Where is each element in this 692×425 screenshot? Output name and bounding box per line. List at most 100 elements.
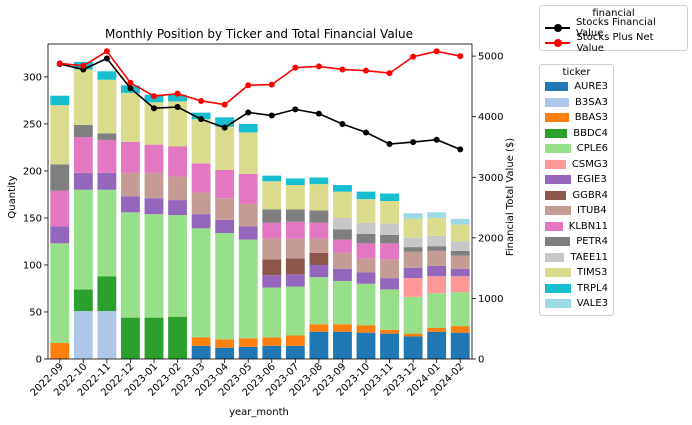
- bar-klbn11-2023-03: [191, 163, 211, 193]
- point-financial-2023-05: [245, 109, 252, 116]
- ticker-legend-item: TAEE11: [540, 250, 613, 266]
- legend-color-swatch: [545, 113, 569, 123]
- y-tick-label: 150: [23, 213, 42, 224]
- point-plus-net-2023-12: [410, 53, 417, 60]
- bar-itub4-2023-12: [403, 251, 423, 268]
- y2-tick-label: 0: [478, 355, 484, 366]
- financial-legend-item: Stocks Plus Net Value: [540, 32, 687, 54]
- ticker-legend-item: TRPL4: [540, 281, 613, 297]
- chart-title: Monthly Position by Ticker and Total Fin…: [105, 27, 413, 41]
- point-plus-net-2022-11: [103, 48, 110, 55]
- financial-legend-label: Stocks Plus Net Value: [576, 31, 654, 54]
- bar-petr4-2022-10: [73, 124, 93, 138]
- bar-egie3-2023-07: [285, 274, 305, 287]
- bar-egie3-2023-03: [191, 214, 211, 229]
- bar-cple6-2024-01: [427, 293, 447, 328]
- point-plus-net-2023-04: [221, 101, 228, 108]
- legend-color-swatch: [545, 268, 571, 278]
- bar-itub4-2022-12: [121, 172, 140, 197]
- ticker-legend-item: TIMS3: [540, 265, 613, 281]
- bar-bbas3-2022-09: [50, 343, 70, 359]
- point-plus-net-2024-02: [457, 53, 464, 60]
- bar-egie3-2023-11: [380, 278, 399, 290]
- point-plus-net-2023-02: [174, 90, 181, 97]
- ticker-legend-item: B3SA3: [540, 95, 613, 111]
- bar-itub4-2023-01: [144, 172, 164, 199]
- plot-frame: [47, 43, 473, 360]
- bar-aure3-2023-05: [238, 346, 258, 359]
- ticker-legend-item: GGBR4: [540, 188, 613, 204]
- bar-taee11-2023-09: [333, 217, 352, 230]
- point-financial-2022-11: [103, 55, 110, 62]
- ticker-legend-item: VALE3: [540, 296, 613, 312]
- bar-egie3-2024-02: [450, 268, 470, 277]
- bar-tims3-2022-11: [97, 79, 117, 134]
- bar-aure3-2023-12: [403, 336, 423, 359]
- bar-petr4-2023-12: [403, 247, 423, 252]
- bar-tims3-2022-10: [73, 69, 93, 125]
- bar-cple6-2023-07: [285, 286, 305, 336]
- bar-bbas3-2024-01: [427, 327, 447, 332]
- bar-aure3-2024-01: [427, 331, 447, 359]
- bar-cple6-2022-09: [50, 243, 70, 344]
- bar-aure3-2024-02: [450, 332, 470, 359]
- bar-egie3-2022-12: [121, 196, 140, 213]
- bar-petr4-2023-07: [285, 209, 305, 222]
- bar-tims3-2023-12: [403, 218, 423, 238]
- bar-tims3-2022-12: [121, 92, 140, 142]
- legend-color-swatch: [545, 190, 567, 200]
- bar-tims3-2023-09: [333, 191, 352, 218]
- bar-egie3-2023-09: [333, 268, 352, 281]
- point-plus-net-2023-05: [245, 82, 252, 89]
- bar-bbas3-2023-10: [356, 325, 376, 333]
- bar-tims3-2023-06: [262, 181, 282, 210]
- ticker-legend-label: TRPL4: [576, 282, 608, 294]
- point-plus-net-2023-09: [339, 66, 346, 73]
- ticker-legend-label: CPLE6: [576, 143, 608, 155]
- point-financial-2023-01: [151, 105, 157, 112]
- bar-cple6-2023-11: [380, 289, 399, 330]
- y-axis-label: Quantity: [7, 175, 18, 218]
- ticker-legend-label: BBAS3: [574, 112, 608, 124]
- bar-egie3-2023-12: [403, 267, 423, 279]
- ticker-legend-label: GGBR4: [572, 189, 608, 201]
- bar-itub4-2023-09: [333, 252, 352, 269]
- point-financial-2022-12: [127, 85, 134, 92]
- ticker-legend-label: VALE3: [576, 298, 608, 310]
- bar-cple6-2022-12: [121, 212, 140, 318]
- y-tick-label: 0: [36, 355, 42, 366]
- ticker-legend-item: BBDC4: [540, 126, 613, 142]
- bar-klbn11-2022-12: [121, 141, 140, 173]
- bar-egie3-2023-08: [309, 264, 329, 278]
- bar-petr4-2023-10: [356, 233, 376, 244]
- bar-trpl4-2023-07: [285, 178, 305, 186]
- point-financial-2024-02: [457, 146, 464, 153]
- bar-cple6-2023-10: [356, 283, 376, 326]
- legend-color-swatch: [545, 283, 571, 293]
- bar-cple6-2023-05: [238, 239, 258, 339]
- y-tick-label: 50: [29, 307, 42, 318]
- bar-itub4-2023-07: [285, 238, 305, 259]
- bar-klbn11-2023-06: [262, 222, 282, 239]
- financial-legend-label: Stocks Financial Value: [575, 16, 656, 39]
- bar-cple6-2023-08: [309, 277, 329, 325]
- bar-bbas3-2023-12: [403, 333, 423, 337]
- bar-itub4-2023-08: [309, 238, 329, 253]
- bar-vale3-2023-12: [403, 213, 423, 219]
- bar-egie3-2023-02: [168, 200, 187, 216]
- bar-itub4-2023-10: [356, 258, 376, 273]
- bar-egie3-2023-06: [262, 275, 282, 288]
- bar-itub4-2023-11: [380, 259, 399, 279]
- bar-petr4-2023-09: [333, 229, 352, 240]
- legend-color-swatch: [545, 82, 569, 92]
- bar-trpl4-2023-09: [333, 185, 352, 192]
- point-plus-net-2023-07: [292, 64, 299, 71]
- financial-legend: financial Stocks Financial Value Stocks P…: [539, 5, 688, 54]
- point-plus-net-2023-06: [268, 81, 275, 88]
- y-tick-label: 100: [23, 260, 42, 271]
- ticker-legend-label: AURE3: [574, 81, 608, 93]
- point-financial-2023-07: [292, 106, 299, 113]
- ticker-legend-label: PETR4: [576, 236, 608, 248]
- bar-trpl4-2023-03: [191, 112, 211, 120]
- point-financial-2023-09: [339, 120, 346, 127]
